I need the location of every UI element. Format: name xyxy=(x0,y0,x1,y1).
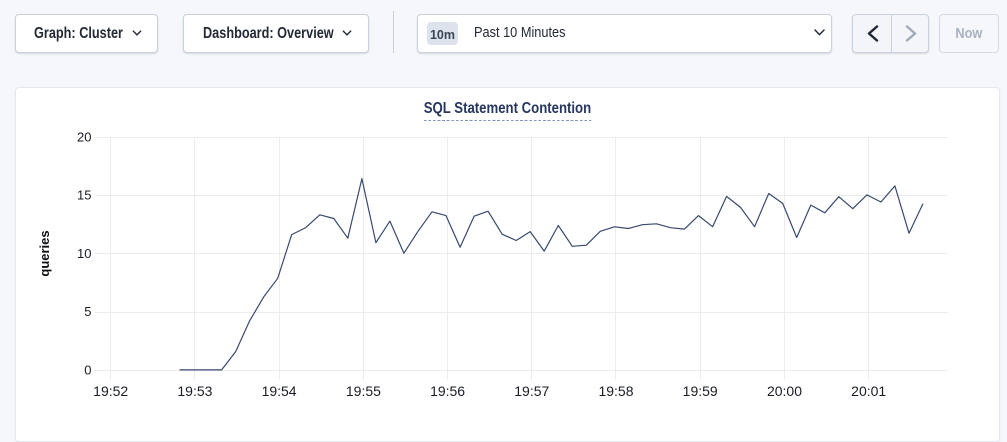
svg-text:19:57: 19:57 xyxy=(514,383,549,399)
svg-text:19:53: 19:53 xyxy=(177,383,212,399)
svg-text:19:56: 19:56 xyxy=(430,383,465,399)
svg-text:19:59: 19:59 xyxy=(683,383,718,399)
svg-text:20:00: 20:00 xyxy=(767,383,802,399)
svg-text:10: 10 xyxy=(77,246,91,261)
svg-text:19:55: 19:55 xyxy=(346,383,381,399)
svg-text:19:54: 19:54 xyxy=(262,383,297,399)
svg-text:19:58: 19:58 xyxy=(598,383,633,399)
svg-text:5: 5 xyxy=(84,304,91,319)
svg-text:20: 20 xyxy=(77,130,91,145)
svg-text:15: 15 xyxy=(77,188,91,203)
svg-text:20:01: 20:01 xyxy=(851,383,886,399)
svg-text:queries: queries xyxy=(37,230,52,276)
svg-text:19:52: 19:52 xyxy=(93,383,128,399)
svg-text:0: 0 xyxy=(84,362,91,377)
